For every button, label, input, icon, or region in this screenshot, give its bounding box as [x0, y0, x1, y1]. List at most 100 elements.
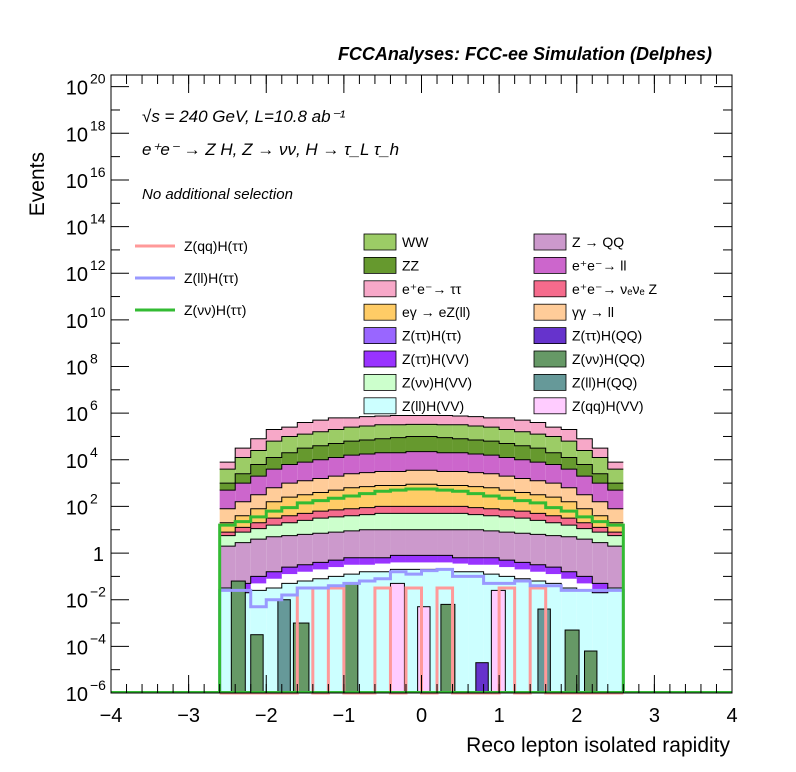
- band-bin: [281, 436, 298, 453]
- overlay-bar-0: [250, 634, 264, 694]
- band-bin: [328, 576, 344, 693]
- band-bin: [514, 518, 531, 534]
- y-tick-label: 1: [93, 544, 104, 566]
- band-bin: [343, 508, 360, 516]
- band-bin: [514, 431, 531, 446]
- band-bin: [514, 459, 531, 479]
- band-bin: [235, 457, 251, 474]
- band-bin: [483, 530, 500, 558]
- legend-box-entry: Z(ll)H(QQ): [533, 373, 637, 391]
- legend-box-entry: Z → QQ: [533, 233, 624, 251]
- band-bin: [343, 473, 360, 488]
- band-bin: [359, 439, 375, 454]
- legend-box-label: WW: [402, 234, 429, 250]
- band-bin: [266, 487, 282, 502]
- band-bin: [297, 422, 313, 435]
- band-bin: [561, 429, 577, 442]
- band-bin: [374, 452, 391, 472]
- band-bin: [514, 533, 531, 563]
- band-bin: [312, 459, 329, 479]
- band-bin: [592, 448, 608, 458]
- band-bin: [437, 513, 453, 530]
- band-outline: [219, 483, 624, 524]
- band-outline: [219, 512, 624, 537]
- legend-box-swatch: [533, 233, 567, 251]
- band-bin: [359, 557, 375, 565]
- band-bin: [607, 462, 624, 470]
- x-tick-label: 1: [494, 705, 505, 727]
- band-bin: [545, 567, 562, 575]
- overlay-bar-3: [277, 599, 291, 694]
- band-bin: [219, 546, 236, 589]
- band-bin: [405, 451, 422, 471]
- band-bin: [499, 429, 515, 444]
- signal-line-2: [218, 487, 625, 693]
- band-bin: [297, 520, 313, 535]
- legend-box-swatch: [533, 303, 567, 321]
- y-tick-exponent: −2: [90, 584, 106, 600]
- band-outline: [219, 505, 624, 533]
- legend-box-entry: ZZ: [363, 256, 420, 274]
- band-bin: [219, 535, 236, 547]
- band-bin: [235, 448, 251, 458]
- band-bin: [561, 571, 577, 579]
- band-bin: [452, 506, 469, 514]
- legend-line-label: Z(qq)H(ττ): [184, 238, 248, 254]
- band-bin: [576, 494, 593, 509]
- y-tick-label: 10: [66, 264, 88, 286]
- band-bin: [250, 450, 267, 465]
- legend-box-label: ZZ: [402, 257, 420, 273]
- legend-line-label: Z(ll)H(ττ): [184, 270, 239, 286]
- band-bin: [390, 452, 406, 472]
- band-bin: [468, 416, 484, 426]
- y-tick-exponent: 4: [90, 444, 98, 460]
- band-bin: [607, 535, 624, 547]
- band-bin: [607, 522, 624, 533]
- legend-box-entry: e⁺e⁻→ ττ: [363, 280, 462, 298]
- chart-title: FCCAnalyses: FCC-ee Simulation (Delphes): [338, 44, 712, 64]
- overlay-bar-0: [584, 650, 598, 694]
- band-bin: [235, 501, 251, 516]
- band-bin: [390, 513, 406, 530]
- band-bin: [328, 560, 344, 568]
- band-bin: [390, 437, 406, 453]
- band-bin: [328, 509, 344, 517]
- x-tick-label: 3: [649, 705, 660, 727]
- legend-box-entry: Z(νν)H(QQ): [533, 350, 645, 368]
- band-bin: [468, 557, 484, 565]
- band-bin: [437, 485, 453, 507]
- band-bin: [343, 557, 360, 565]
- y-tick-exponent: 2: [90, 490, 98, 506]
- annotation-energy: √s = 240 GeV, L=10.8 ab⁻¹: [142, 107, 346, 126]
- y-tick-exponent: −4: [90, 630, 106, 646]
- band-bin: [592, 483, 608, 502]
- band-bin: [266, 457, 282, 470]
- band-bin: [343, 487, 360, 509]
- legend-box-label: eγ → eZ(ll): [402, 304, 470, 320]
- band-bin: [250, 522, 267, 529]
- band-bin: [499, 560, 515, 568]
- band-bin: [235, 542, 251, 584]
- band-bin: [561, 469, 577, 488]
- y-axis-label: Events: [26, 152, 49, 216]
- band-bin: [374, 424, 391, 439]
- band-9: [219, 554, 624, 593]
- band-bin: [405, 424, 422, 437]
- band-bin: [343, 530, 360, 558]
- band-bin: [607, 508, 624, 523]
- band-bin: [576, 438, 593, 451]
- band-bin: [545, 436, 562, 453]
- band-bin: [452, 452, 469, 472]
- y-tick-label: 10: [66, 124, 88, 146]
- band-3: [219, 451, 624, 509]
- band-bin: [328, 490, 344, 510]
- y-tick-exponent: 10: [90, 304, 106, 320]
- band-bin: [592, 457, 608, 474]
- band-bin: [328, 532, 344, 561]
- band-bin: [592, 532, 608, 543]
- legend-box-swatch: [363, 280, 397, 298]
- band-bin: [359, 571, 375, 693]
- y-tick-exponent: 14: [90, 211, 106, 227]
- band-bin: [530, 480, 546, 495]
- band-bin: [545, 452, 562, 465]
